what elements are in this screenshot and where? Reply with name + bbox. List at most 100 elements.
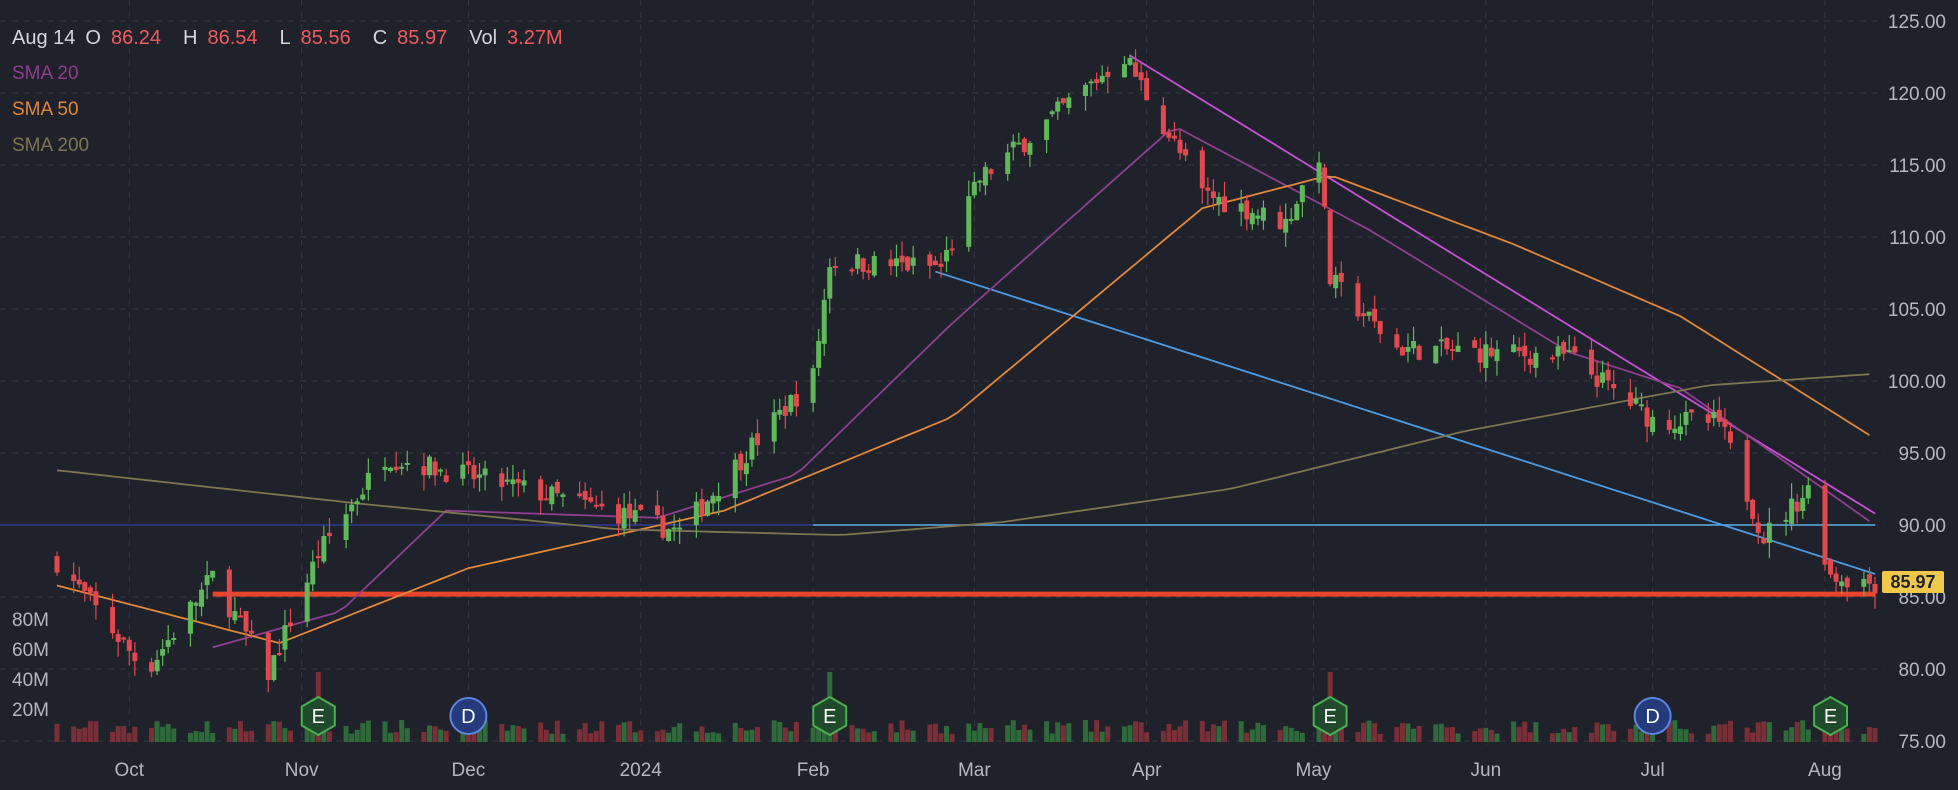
earnings-marker[interactable]: E: [300, 695, 336, 737]
time-tick: Feb: [797, 760, 830, 781]
earnings-marker[interactable]: E: [1312, 695, 1348, 737]
volume-bar: [1021, 724, 1027, 742]
volume-bar: [504, 730, 510, 742]
volume-bar: [1405, 723, 1411, 742]
volume-bar: [426, 725, 432, 742]
dividend-marker[interactable]: D: [449, 697, 488, 735]
candle-body: [276, 652, 282, 656]
volume-bar: [588, 733, 594, 742]
candle-body: [1455, 345, 1461, 352]
event-label: E: [312, 706, 325, 728]
candle-body: [654, 505, 660, 516]
volume-bar: [1299, 732, 1305, 742]
candle-body: [771, 412, 777, 442]
volume-bar: [265, 724, 271, 742]
volume-bar: [577, 729, 583, 742]
candle-body: [1516, 347, 1522, 352]
candle-body: [932, 260, 938, 266]
volume-bar: [832, 726, 838, 742]
volume-bar: [1566, 732, 1572, 742]
candle-body: [699, 499, 705, 516]
candle-body: [627, 503, 633, 519]
volume-bar: [1844, 728, 1850, 742]
price-tick: 100.00: [1888, 372, 1946, 393]
volume-bar: [1455, 733, 1461, 742]
volume-bar: [944, 726, 950, 742]
legend: Aug 14 O 86.24 H 86.54 L 85.56 C 85.97 Vol 3.…: [12, 20, 575, 164]
price-tick: 120.00: [1888, 84, 1946, 105]
volume-bar: [1833, 726, 1839, 742]
volume-bar: [938, 733, 944, 742]
dividend-marker[interactable]: D: [1633, 697, 1672, 735]
time-tick: Apr: [1132, 760, 1162, 781]
volume-value: 3.27M: [507, 27, 563, 49]
volume-bar: [1333, 732, 1339, 742]
volume-bar: [71, 726, 77, 742]
volume-bar: [1361, 722, 1367, 742]
candle-body: [199, 589, 205, 607]
time-tick: Jun: [1471, 760, 1502, 781]
candle-body: [621, 507, 627, 529]
sma200-legend[interactable]: SMA 200: [12, 128, 575, 164]
candle-body: [938, 263, 944, 267]
event-label: D: [461, 706, 475, 728]
volume-bar: [404, 728, 410, 742]
candle-body: [732, 459, 738, 499]
sma200-label: SMA 200: [12, 135, 90, 156]
volume-bar: [399, 720, 405, 742]
volume-bar: [1750, 732, 1756, 742]
volume-bar: [749, 729, 755, 742]
volume-bar: [1516, 726, 1522, 742]
volume-bar: [927, 724, 933, 742]
volume-bar: [438, 729, 444, 742]
candle-body: [1600, 372, 1606, 383]
candle-body: [426, 456, 432, 476]
candle-body: [894, 258, 900, 267]
volume-bar: [54, 723, 60, 742]
volume-bar: [1672, 720, 1678, 742]
volume-bar: [1449, 726, 1455, 742]
candle-body: [1494, 349, 1500, 362]
candle-body: [1105, 71, 1111, 78]
volume-bar: [1627, 728, 1633, 742]
volume-bar: [1588, 732, 1594, 742]
candle-body: [977, 180, 983, 183]
volume-bar: [738, 728, 744, 742]
candle-body: [204, 575, 210, 586]
candle-body: [1160, 105, 1166, 135]
volume-bar: [1472, 730, 1478, 742]
candle-body: [315, 556, 321, 559]
sma50-legend[interactable]: SMA 50: [12, 92, 575, 128]
candle-body: [115, 634, 121, 642]
candle-body: [1099, 75, 1105, 83]
candle-body: [1144, 78, 1150, 101]
volume-bar: [87, 721, 93, 742]
candle-body: [1294, 203, 1300, 221]
volume-bar: [237, 721, 243, 742]
candle-body: [577, 493, 583, 497]
candle-body: [832, 265, 838, 268]
candle-body: [1872, 583, 1878, 594]
price-tick: 115.00: [1889, 156, 1946, 177]
earnings-marker[interactable]: E: [1813, 695, 1848, 737]
sma20-legend[interactable]: SMA 20: [12, 56, 575, 92]
volume-bar: [1127, 725, 1133, 742]
volume-bar: [777, 721, 783, 742]
candle-body: [1488, 347, 1494, 357]
volume-bar: [1666, 720, 1672, 742]
candle-body: [988, 169, 994, 175]
volume-bar: [288, 730, 294, 742]
volume-bar: [1105, 726, 1111, 742]
volume-bar: [621, 722, 627, 742]
volume-bar: [521, 728, 527, 742]
earnings-marker[interactable]: E: [812, 695, 848, 737]
candle-body: [971, 181, 977, 196]
volume-bar: [582, 723, 588, 742]
volume-bar: [1394, 727, 1400, 742]
candle-body: [1288, 218, 1294, 221]
candle-body: [1766, 522, 1772, 543]
candle-body: [354, 501, 360, 505]
volume-bar: [187, 732, 193, 742]
